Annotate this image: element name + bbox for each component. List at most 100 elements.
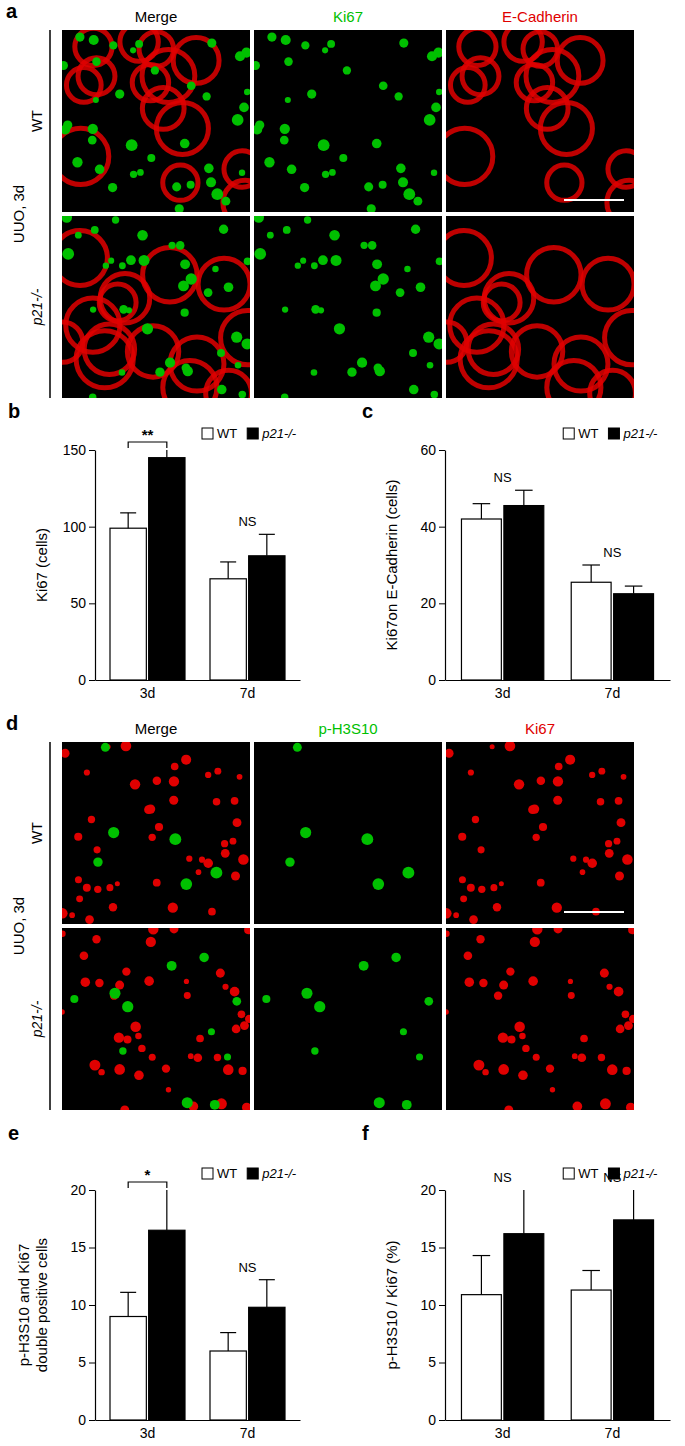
y-tick-label: 20 (420, 1182, 436, 1198)
stain-decoration (614, 838, 621, 845)
stain-decoration (94, 846, 101, 853)
condition-label: UUO, 3d (10, 185, 27, 243)
annotation: NS (494, 1170, 512, 1185)
x-tick-label: 3d (140, 685, 156, 701)
stain-decoration (137, 230, 148, 241)
significance-label: NS (238, 1260, 256, 1275)
significance-label: NS (238, 514, 256, 529)
stain-decoration (553, 796, 562, 805)
stain-decoration (282, 306, 288, 312)
y-tick-label: 60 (420, 442, 436, 458)
stain-decoration (162, 1064, 170, 1072)
stain-decoration (327, 40, 335, 48)
stain-decoration (130, 47, 136, 53)
y-tick: 20 (420, 1182, 445, 1198)
column-header: Ki67 (333, 8, 363, 25)
x-axis-line (96, 1420, 301, 1421)
stain-decoration (121, 742, 132, 751)
column-header: Merge (135, 720, 178, 737)
micrograph-background (254, 928, 442, 1110)
x-axis: 3d7d (446, 680, 671, 701)
plot-marks (461, 1190, 653, 1420)
y-tick-mark (439, 1248, 445, 1249)
micrograph (254, 742, 442, 924)
stain-decoration (186, 856, 192, 862)
legend-swatch (247, 1168, 258, 1179)
bar (614, 1220, 654, 1420)
stain-decoration (146, 804, 155, 813)
stain-decoration (222, 984, 228, 990)
stain-decoration (119, 369, 126, 376)
stain-decoration (533, 1054, 540, 1061)
x-axis-line (446, 680, 671, 681)
stain-decoration (122, 1001, 133, 1012)
error-cap (120, 1292, 136, 1293)
stain-decoration (411, 225, 420, 234)
scale-bar (564, 911, 624, 913)
stain-decoration (223, 180, 250, 212)
stain-decoration (614, 987, 624, 997)
stain-decoration (126, 255, 136, 265)
stain-decoration (173, 37, 219, 83)
stain-decoration (232, 1025, 241, 1034)
stain-decoration (237, 774, 243, 780)
stain-decoration (554, 928, 563, 933)
stain-decoration (108, 827, 119, 838)
y-axis: 05101520 (420, 1182, 445, 1428)
annotation: NS (238, 1260, 256, 1275)
stain-decoration (281, 393, 288, 398)
stain-decoration (459, 876, 466, 883)
legend: WTp21-/- (563, 426, 658, 441)
stain-decoration (254, 248, 266, 260)
y-tick-mark (89, 1248, 95, 1249)
stain-decoration (165, 358, 175, 368)
stain-decoration (565, 755, 575, 765)
stain-decoration (66, 68, 101, 103)
stain-decoration (196, 869, 202, 875)
stain-decoration (307, 89, 316, 98)
stain-decoration (506, 967, 514, 975)
error-bar (228, 562, 229, 579)
stain-decoration (301, 988, 312, 999)
stain-decoration (213, 798, 221, 806)
y-axis-line (445, 451, 446, 681)
stain-decoration (207, 39, 216, 48)
stain-decoration (242, 338, 250, 349)
y-tick-label: 0 (428, 1412, 436, 1428)
stain-decoration (616, 1025, 625, 1034)
stain-decoration (262, 995, 270, 1003)
stain-decoration (149, 1054, 156, 1061)
stain-decoration (472, 816, 479, 823)
stain-decoration (81, 977, 90, 986)
stain-decoration (75, 32, 84, 41)
stain-decoration (135, 40, 143, 48)
y-tick: 50 (70, 595, 95, 611)
stain-decoration (180, 878, 192, 890)
stain-decoration (589, 772, 595, 778)
stain-decoration (504, 1105, 513, 1110)
stain-decoration (180, 139, 190, 149)
y-tick-mark (439, 1305, 445, 1306)
error-cap (473, 503, 491, 504)
y-axis-title: p-H3S10 and Ki67 (15, 1244, 32, 1367)
stain-decoration (436, 258, 442, 266)
stain-decoration (204, 288, 213, 297)
stain-decoration (62, 1009, 65, 1014)
stain-decoration (530, 937, 540, 947)
y-tick-mark (439, 527, 445, 528)
y-axis-line (95, 1191, 96, 1421)
stain-decoration (101, 743, 110, 752)
stain-decoration (196, 1035, 204, 1043)
stain-decoration (322, 47, 328, 53)
error-bar (523, 1190, 524, 1234)
y-axis-line (95, 451, 96, 681)
error-bar (166, 450, 167, 458)
error-bar (128, 1292, 129, 1316)
stain-decoration (109, 988, 120, 999)
stain-decoration (122, 967, 130, 975)
stain-decoration (622, 854, 632, 864)
stain-decoration (109, 903, 117, 911)
stain-decoration (203, 92, 211, 100)
legend-label: WT (578, 426, 598, 441)
y-tick-label: 15 (420, 1239, 436, 1255)
